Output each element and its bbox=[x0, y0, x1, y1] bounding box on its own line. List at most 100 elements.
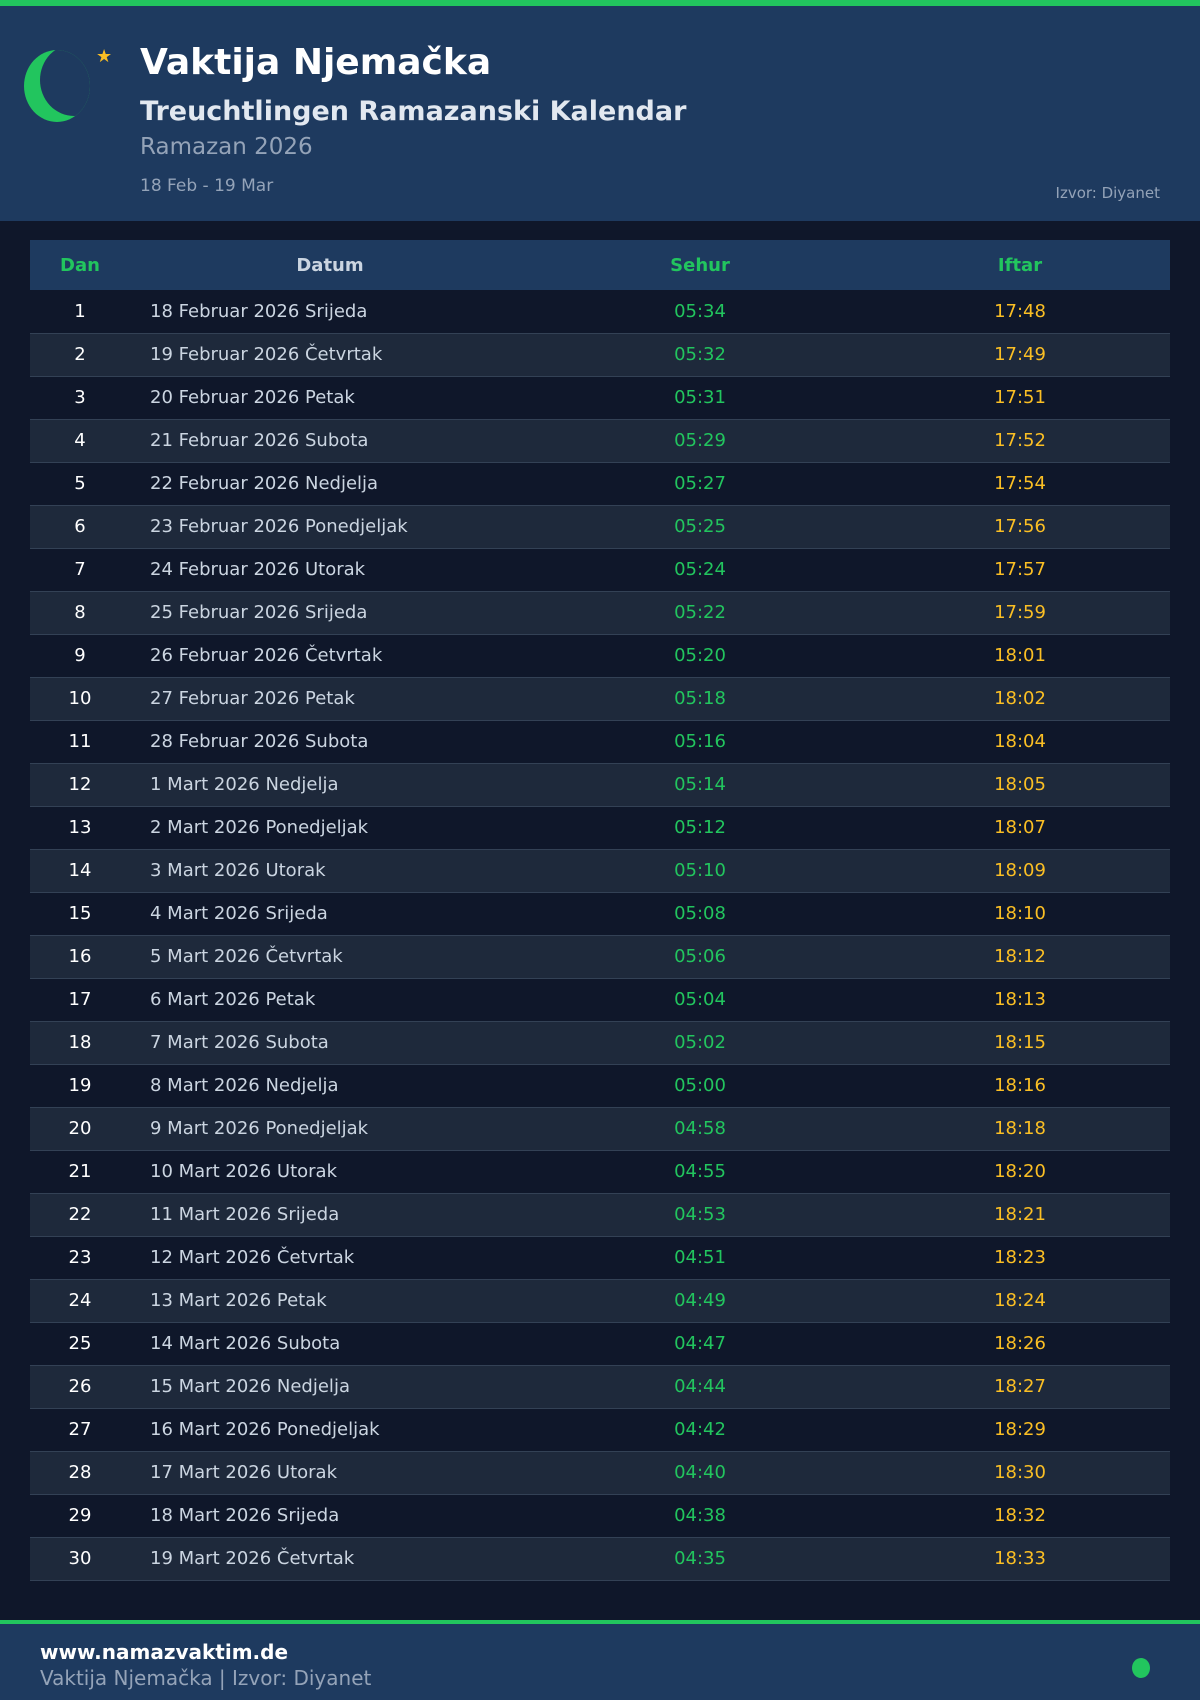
day-number: 22 bbox=[30, 1193, 130, 1237]
table-row: 20 9 Mart 2026 Ponedjeljak 04:58 18:18 bbox=[30, 1107, 1170, 1151]
table-row: 16 5 Mart 2026 Četvrtak 05:06 18:12 bbox=[30, 935, 1170, 979]
date: 23 Februar 2026 Ponedjeljak bbox=[130, 505, 530, 549]
iftar-time: 18:13 bbox=[870, 978, 1170, 1022]
sehur-time: 04:42 bbox=[530, 1408, 870, 1452]
col-dan: Dan bbox=[30, 240, 130, 290]
page-title: Vaktija Njemačka bbox=[140, 42, 492, 83]
sehur-time: 05:20 bbox=[530, 634, 870, 678]
iftar-time: 18:21 bbox=[870, 1193, 1170, 1237]
sehur-time: 04:47 bbox=[530, 1322, 870, 1366]
star-icon: ★ bbox=[96, 46, 113, 67]
day-number: 15 bbox=[30, 892, 130, 936]
date: 2 Mart 2026 Ponedjeljak bbox=[130, 806, 530, 850]
iftar-time: 18:10 bbox=[870, 892, 1170, 936]
table-row: 28 17 Mart 2026 Utorak 04:40 18:30 bbox=[30, 1451, 1170, 1495]
day-number: 8 bbox=[30, 591, 130, 635]
sehur-time: 05:08 bbox=[530, 892, 870, 936]
day-number: 4 bbox=[30, 419, 130, 463]
date: 22 Februar 2026 Nedjelja bbox=[130, 462, 530, 506]
table-row: 14 3 Mart 2026 Utorak 05:10 18:09 bbox=[30, 849, 1170, 893]
day-number: 9 bbox=[30, 634, 130, 678]
day-number: 17 bbox=[30, 978, 130, 1022]
day-number: 23 bbox=[30, 1236, 130, 1280]
day-number: 27 bbox=[30, 1408, 130, 1452]
day-number: 24 bbox=[30, 1279, 130, 1323]
sehur-time: 04:49 bbox=[530, 1279, 870, 1323]
iftar-time: 18:23 bbox=[870, 1236, 1170, 1280]
iftar-time: 18:27 bbox=[870, 1365, 1170, 1409]
date: 1 Mart 2026 Nedjelja bbox=[130, 763, 530, 807]
iftar-time: 18:01 bbox=[870, 634, 1170, 678]
date: 25 Februar 2026 Srijeda bbox=[130, 591, 530, 635]
day-number: 20 bbox=[30, 1107, 130, 1151]
day-number: 6 bbox=[30, 505, 130, 549]
day-number: 7 bbox=[30, 548, 130, 592]
day-number: 14 bbox=[30, 849, 130, 893]
table-row: 7 24 Februar 2026 Utorak 05:24 17:57 bbox=[30, 548, 1170, 592]
date: 7 Mart 2026 Subota bbox=[130, 1021, 530, 1065]
footer: www.namazvaktim.de Vaktija Njemačka | Iz… bbox=[0, 1624, 1200, 1700]
table-row: 11 28 Februar 2026 Subota 05:16 18:04 bbox=[30, 720, 1170, 764]
iftar-time: 18:16 bbox=[870, 1064, 1170, 1108]
page-subtitle: Treuchtlingen Ramazanski Kalendar bbox=[140, 96, 687, 127]
sehur-time: 05:29 bbox=[530, 419, 870, 463]
top-accent-bar bbox=[0, 0, 1200, 6]
header: ★ Vaktija Njemačka Treuchtlingen Ramazan… bbox=[0, 6, 1200, 221]
sehur-time: 05:04 bbox=[530, 978, 870, 1022]
day-number: 10 bbox=[30, 677, 130, 721]
table-row: 30 19 Mart 2026 Četvrtak 04:35 18:33 bbox=[30, 1537, 1170, 1581]
date: 18 Mart 2026 Srijeda bbox=[130, 1494, 530, 1538]
sehur-time: 05:16 bbox=[530, 720, 870, 764]
col-sehur: Sehur bbox=[530, 240, 870, 290]
source-label: Izvor: Diyanet bbox=[1055, 184, 1160, 202]
day-number: 28 bbox=[30, 1451, 130, 1495]
sehur-time: 04:38 bbox=[530, 1494, 870, 1538]
day-number: 3 bbox=[30, 376, 130, 420]
iftar-time: 17:51 bbox=[870, 376, 1170, 420]
iftar-time: 18:12 bbox=[870, 935, 1170, 979]
date: 15 Mart 2026 Nedjelja bbox=[130, 1365, 530, 1409]
col-datum: Datum bbox=[130, 240, 530, 290]
sehur-time: 05:32 bbox=[530, 333, 870, 377]
day-number: 16 bbox=[30, 935, 130, 979]
iftar-time: 18:26 bbox=[870, 1322, 1170, 1366]
date: 11 Mart 2026 Srijeda bbox=[130, 1193, 530, 1237]
iftar-time: 17:57 bbox=[870, 548, 1170, 592]
iftar-time: 18:18 bbox=[870, 1107, 1170, 1151]
iftar-time: 17:59 bbox=[870, 591, 1170, 635]
sehur-time: 05:27 bbox=[530, 462, 870, 506]
table-row: 12 1 Mart 2026 Nedjelja 05:14 18:05 bbox=[30, 763, 1170, 807]
sehur-time: 04:40 bbox=[530, 1451, 870, 1495]
day-number: 11 bbox=[30, 720, 130, 764]
iftar-time: 18:04 bbox=[870, 720, 1170, 764]
iftar-time: 18:29 bbox=[870, 1408, 1170, 1452]
sehur-time: 05:24 bbox=[530, 548, 870, 592]
day-number: 2 bbox=[30, 333, 130, 377]
date: 4 Mart 2026 Srijeda bbox=[130, 892, 530, 936]
date: 17 Mart 2026 Utorak bbox=[130, 1451, 530, 1495]
day-number: 18 bbox=[30, 1021, 130, 1065]
date: 19 Februar 2026 Četvrtak bbox=[130, 333, 530, 377]
sehur-time: 05:12 bbox=[530, 806, 870, 850]
table-row: 6 23 Februar 2026 Ponedjeljak 05:25 17:56 bbox=[30, 505, 1170, 549]
day-number: 25 bbox=[30, 1322, 130, 1366]
table-row: 21 10 Mart 2026 Utorak 04:55 18:20 bbox=[30, 1150, 1170, 1194]
table-row: 8 25 Februar 2026 Srijeda 05:22 17:59 bbox=[30, 591, 1170, 635]
sehur-time: 05:22 bbox=[530, 591, 870, 635]
sehur-time: 04:55 bbox=[530, 1150, 870, 1194]
sehur-time: 05:00 bbox=[530, 1064, 870, 1108]
day-number: 12 bbox=[30, 763, 130, 807]
table-row: 24 13 Mart 2026 Petak 04:49 18:24 bbox=[30, 1279, 1170, 1323]
date: 5 Mart 2026 Četvrtak bbox=[130, 935, 530, 979]
iftar-time: 17:52 bbox=[870, 419, 1170, 463]
date: 12 Mart 2026 Četvrtak bbox=[130, 1236, 530, 1280]
iftar-time: 18:02 bbox=[870, 677, 1170, 721]
table-row: 18 7 Mart 2026 Subota 05:02 18:15 bbox=[30, 1021, 1170, 1065]
sehur-time: 05:25 bbox=[530, 505, 870, 549]
table-row: 2 19 Februar 2026 Četvrtak 05:32 17:49 bbox=[30, 333, 1170, 377]
footer-site-link[interactable]: www.namazvaktim.de bbox=[40, 1640, 289, 1664]
col-iftar: Iftar bbox=[870, 240, 1170, 290]
table-row: 10 27 Februar 2026 Petak 05:18 18:02 bbox=[30, 677, 1170, 721]
iftar-time: 17:48 bbox=[870, 290, 1170, 334]
iftar-time: 17:49 bbox=[870, 333, 1170, 377]
